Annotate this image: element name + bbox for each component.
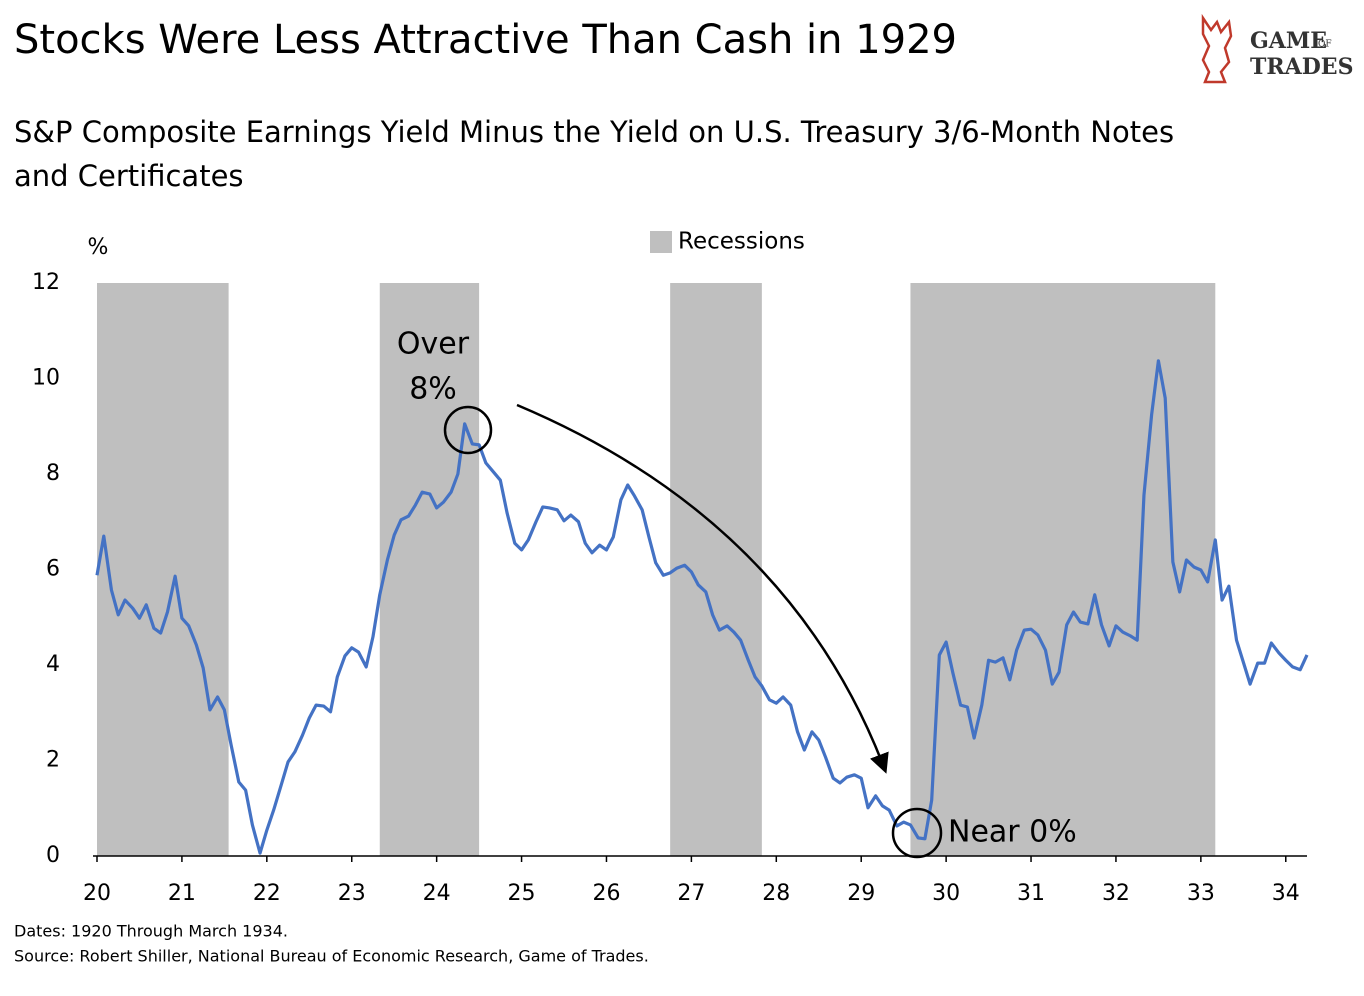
- y-axis-label: %: [88, 235, 109, 260]
- y-tick-label: 10: [32, 366, 60, 391]
- y-tick-label: 8: [46, 461, 60, 486]
- recession-band: [670, 283, 762, 856]
- logo-text: GAME: [1250, 28, 1327, 54]
- x-tick-label: 33: [1187, 881, 1215, 906]
- x-tick-label: 21: [168, 881, 196, 906]
- legend-label: Recessions: [678, 229, 805, 255]
- y-tick-label: 12: [32, 270, 60, 295]
- footnote: Source: Robert Shiller, National Bureau …: [14, 947, 649, 966]
- annotation-circle: [443, 405, 493, 455]
- y-tick-label: 0: [46, 843, 60, 868]
- subtitle: S&P Composite Earnings Yield Minus the Y…: [14, 115, 1174, 149]
- annotation: Over: [397, 327, 470, 362]
- x-tick-label: 25: [508, 881, 536, 906]
- x-tick-label: 29: [847, 881, 875, 906]
- x-tick-label: 26: [592, 881, 620, 906]
- x-tick-label: 30: [932, 881, 960, 906]
- logo-icon: [1201, 13, 1233, 84]
- x-tick-label: 34: [1272, 881, 1300, 906]
- x-tick-label: 28: [762, 881, 790, 906]
- x-tick-label: 22: [253, 881, 281, 906]
- subtitle: and Certificates: [14, 159, 244, 193]
- x-tick-label: 32: [1102, 881, 1130, 906]
- x-tick-label: 23: [338, 881, 366, 906]
- chart-title: Stocks Were Less Attractive Than Cash in…: [14, 17, 957, 63]
- logo-text: TRADES: [1250, 54, 1353, 80]
- x-tick-label: 27: [677, 881, 705, 906]
- legend-swatch: [650, 231, 672, 253]
- y-tick-label: 2: [46, 748, 60, 773]
- annotation: 8%: [409, 372, 457, 407]
- y-tick-label: 4: [46, 652, 60, 677]
- logo-text: OF: [1318, 40, 1332, 50]
- annotation-arrow: [516, 403, 889, 774]
- recession-band: [910, 283, 1216, 856]
- recession-band: [97, 283, 229, 856]
- footnote: Dates: 1920 Through March 1934.: [14, 922, 288, 941]
- x-tick-label: 20: [83, 881, 111, 906]
- annotation: Near 0%: [948, 815, 1077, 850]
- annotation-circle: [891, 807, 943, 859]
- x-tick-label: 31: [1017, 881, 1045, 906]
- y-tick-label: 6: [46, 557, 60, 582]
- x-tick-label: 24: [423, 881, 451, 906]
- data-line: [95, 359, 1309, 855]
- recession-band: [379, 283, 480, 856]
- logo: GAME OF TRADES: [1201, 13, 1353, 84]
